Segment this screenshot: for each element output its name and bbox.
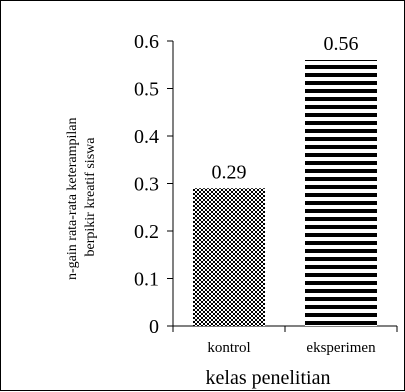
y-tick-label: 0.5 [134, 79, 159, 101]
category-label-kontrol: kontrol [207, 340, 250, 356]
y-axis-title-line-1: n-gain rata-rata keterampilan [65, 118, 80, 280]
y-tick-label: 0.2 [134, 221, 159, 243]
y-tick-label: 0.4 [134, 126, 159, 148]
y-tick-label: 0 [149, 316, 159, 338]
y-tick-label: 0.6 [134, 31, 159, 53]
y-tick-label: 0.3 [134, 174, 159, 196]
y-axis-title-line-2: berpikir kreatif siswa [83, 137, 98, 257]
y-axis-title: n-gain rata-rata keterampilan berpikir k… [65, 114, 98, 280]
x-axis-title: kelas penelitian [206, 367, 331, 389]
bar-eksperimen [305, 60, 377, 326]
bars [193, 60, 377, 326]
value-label-eksperimen: 0.56 [324, 33, 359, 55]
category-labels: kontrol eksperimen [207, 340, 376, 356]
y-tick-label: 0.1 [134, 269, 159, 291]
y-axis: 0 0.1 0.2 0.3 0.4 0.5 0.6 [134, 31, 174, 338]
bar-kontrol [193, 188, 265, 326]
category-label-eksperimen: eksperimen [306, 340, 376, 356]
x-axis [172, 325, 398, 332]
value-label-kontrol: 0.29 [212, 161, 247, 183]
value-labels: 0.29 0.56 [212, 33, 359, 183]
